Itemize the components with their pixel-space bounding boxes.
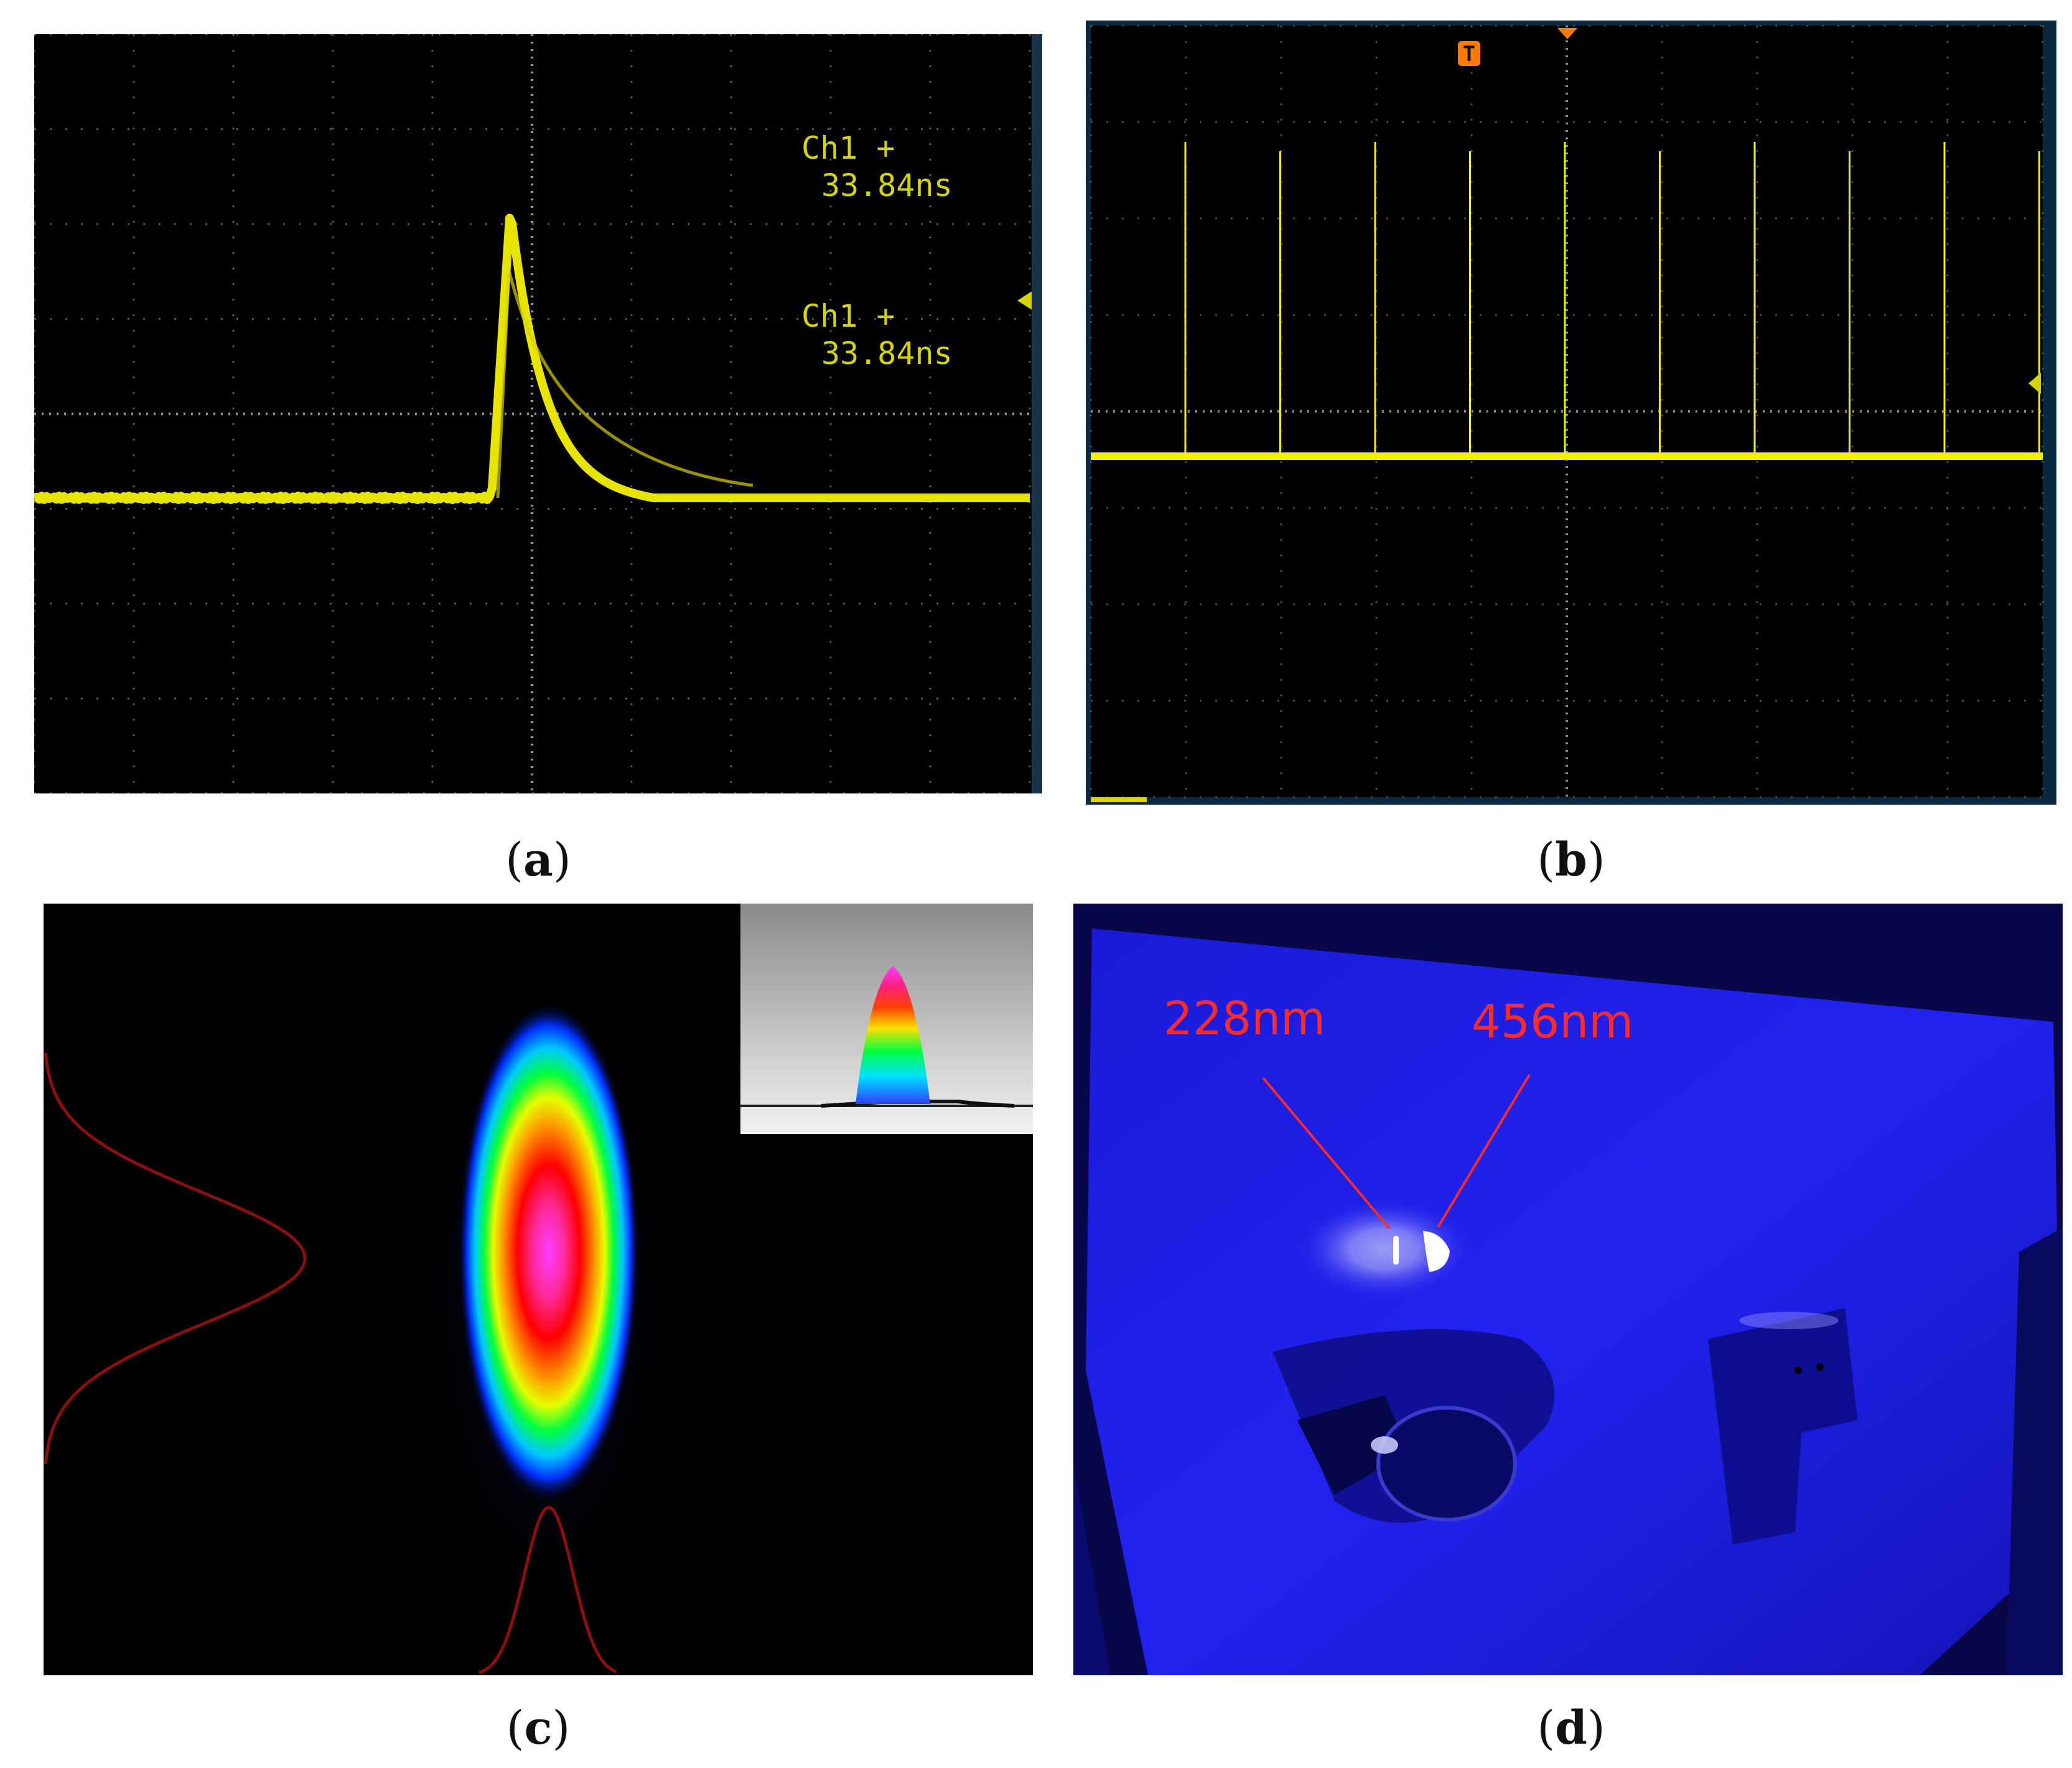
svg-text:T: T xyxy=(1463,42,1475,67)
setup-photo: 228nm 456nm xyxy=(1073,904,2063,1675)
panel-d-setup-photo: 228nm 456nm xyxy=(1073,904,2063,1675)
pointer-228nm xyxy=(1262,1077,1391,1230)
pointer-456nm xyxy=(1437,1073,1531,1228)
pulse-train xyxy=(1184,142,2040,456)
scope-grid xyxy=(34,34,1031,793)
trigger-position-icon xyxy=(1557,28,1577,39)
screen-edge xyxy=(1032,34,1042,793)
vertical-profile-curve xyxy=(478,1505,617,1675)
spot-456nm xyxy=(1423,1231,1450,1272)
caption-b: (b) xyxy=(1537,833,1605,887)
beam-glow xyxy=(1297,1199,1472,1299)
caption-a: (a) xyxy=(505,833,571,887)
caption-d: (d) xyxy=(1537,1701,1605,1755)
panel-c-beam-profile xyxy=(44,904,1033,1675)
scope-grid xyxy=(1090,24,2044,798)
measurement-1-channel: Ch1 + xyxy=(801,130,895,166)
beam-spot xyxy=(459,1003,639,1501)
oscilloscope-screen-b: T xyxy=(1090,24,2044,802)
optic-holder xyxy=(1297,1395,1409,1495)
measurement-2-channel: Ch1 + xyxy=(801,298,895,334)
horizontal-profile-curve xyxy=(44,1052,307,1464)
oscilloscope-screen-a: Ch1 + 33.84ns Ch1 + 33.84ns xyxy=(34,34,1042,793)
level-marker-icon xyxy=(2028,373,2041,394)
panel-b-oscilloscope-pulse-train: T xyxy=(1086,21,2056,805)
caption-c: (c) xyxy=(506,1701,571,1755)
level-marker-icon xyxy=(1017,291,1033,311)
pulse-trace xyxy=(34,213,1032,504)
lens-mount xyxy=(1376,1406,1517,1522)
beam-profile-image xyxy=(44,904,1033,1675)
panel-a-oscilloscope-pulse: Ch1 + 33.84ns Ch1 + 33.84ns xyxy=(34,34,1042,793)
measurement-1-value: 33.84ns xyxy=(821,167,953,203)
spot-228nm xyxy=(1393,1236,1399,1265)
label-456nm: 456nm xyxy=(1472,995,1633,1049)
label-228nm: 228nm xyxy=(1164,992,1325,1045)
measurement-2-value: 33.84ns xyxy=(821,335,953,372)
pulse-trace-echo xyxy=(496,270,754,498)
trigger-marker-icon: T xyxy=(1458,41,1480,67)
channel-indicator xyxy=(1091,797,1147,802)
3d-profile-inset xyxy=(740,904,1033,1134)
